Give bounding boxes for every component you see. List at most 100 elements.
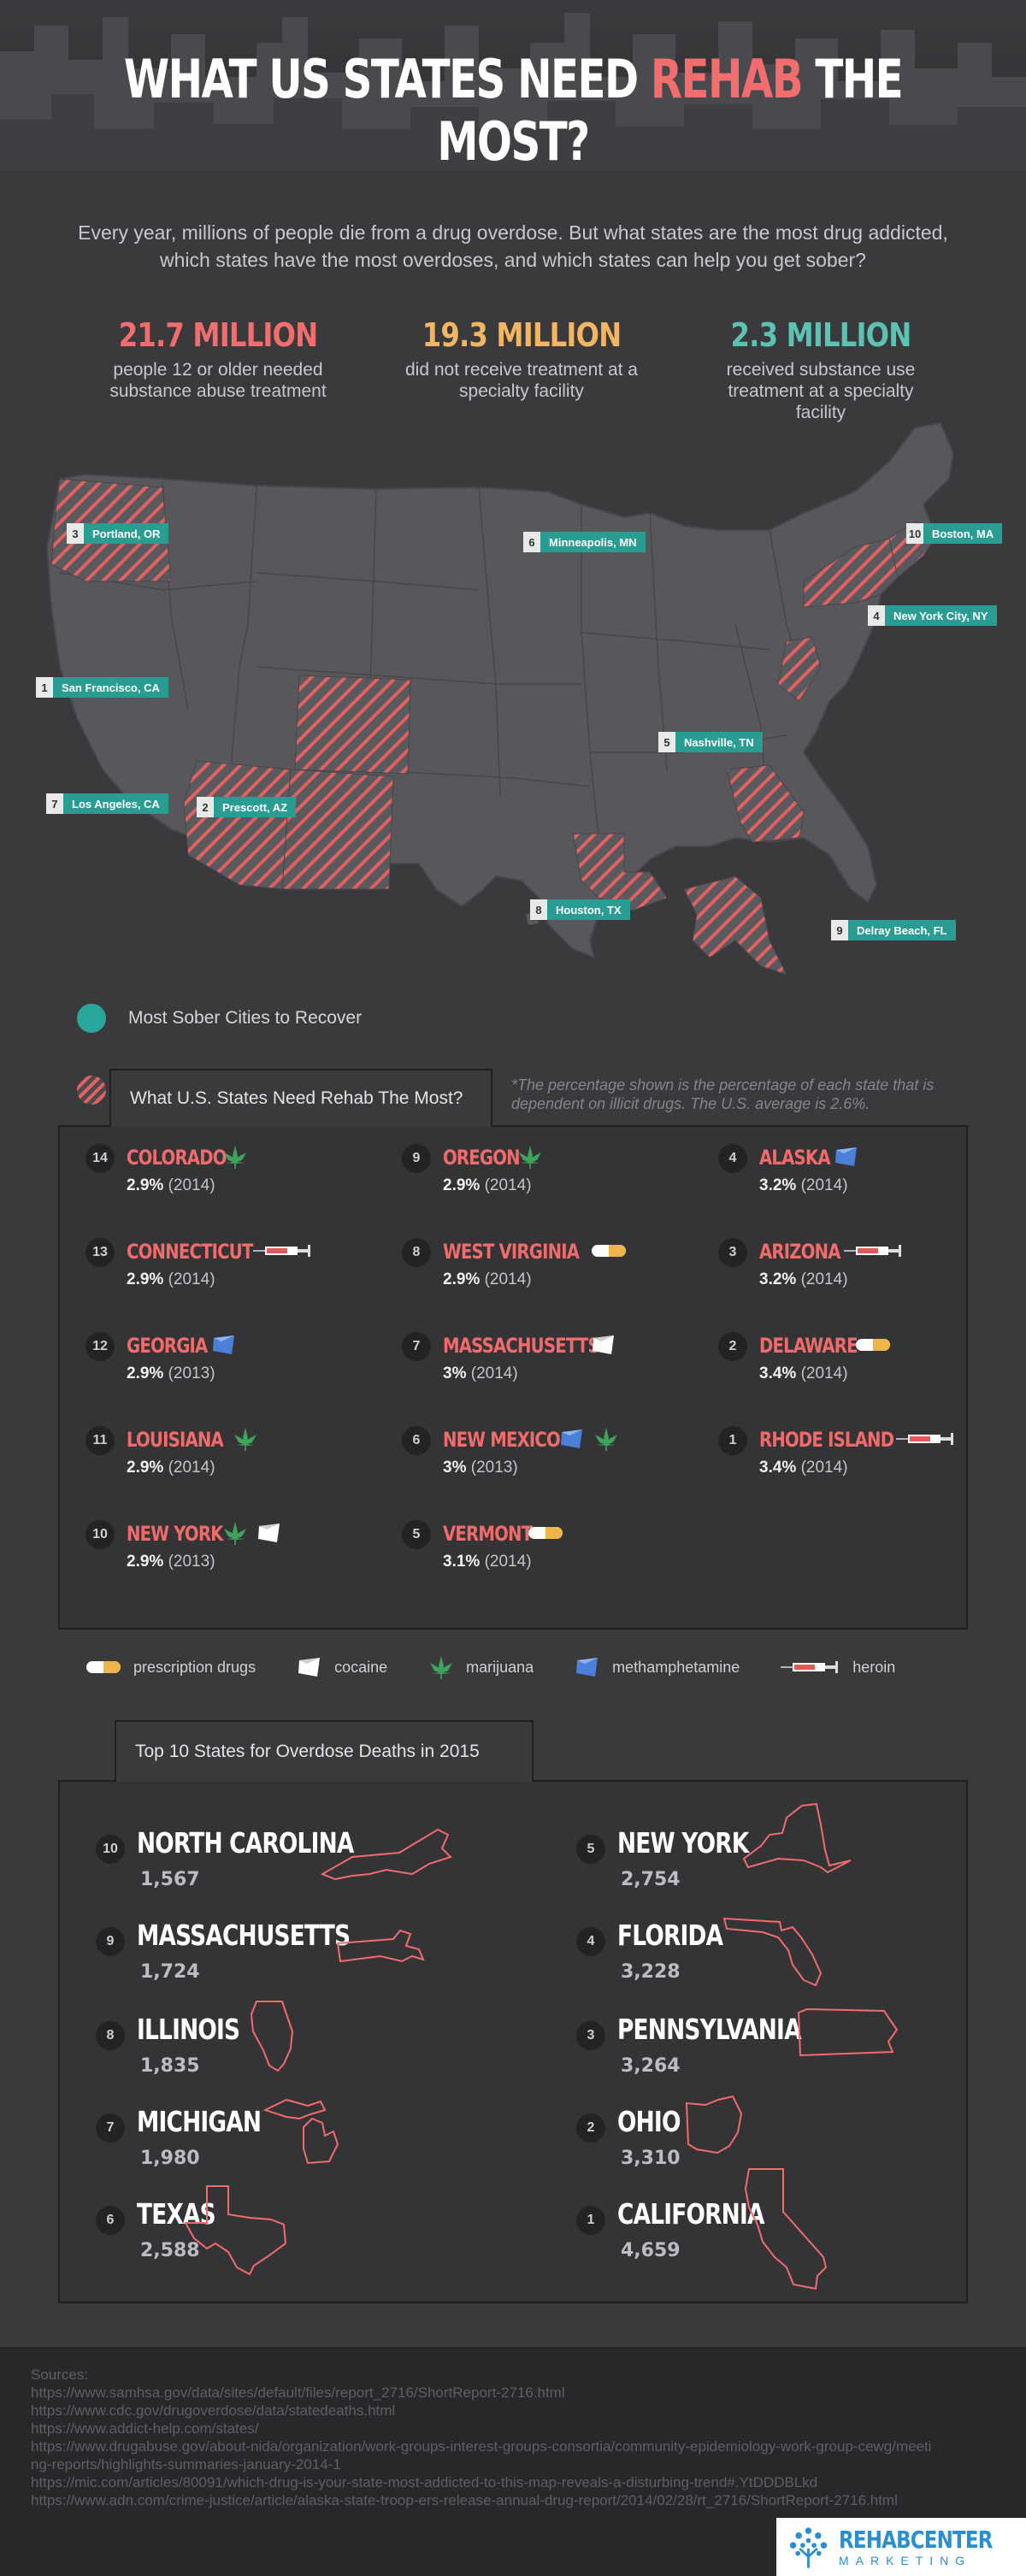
source-link[interactable]: https://www.addict-help.com/states/	[31, 2420, 259, 2437]
rehab-state-item: 7 MASSACHUSETTS 3% (2014)	[402, 1332, 693, 1392]
rank-badge: 8	[402, 1238, 431, 1267]
illinois-outline-icon	[248, 1997, 299, 2078]
louisiana-highlight	[572, 833, 668, 911]
methamphetamine-icon	[211, 1334, 237, 1360]
rank-badge: 9	[96, 1927, 125, 1956]
rehab-state-item: 11 LOUISIANA 2.9% (2014)	[86, 1426, 376, 1486]
drug-icons	[591, 1332, 616, 1361]
city-rank: 9	[831, 920, 848, 940]
logo-line2: MARKETING	[838, 2553, 972, 2567]
state-percentage: 3.1% (2014)	[443, 1553, 532, 1571]
death-count: 2,588	[140, 2240, 200, 2261]
rehab-state-item: 1 RHODE ISLAND 3.4% (2014)	[718, 1426, 1009, 1486]
rehab-states-tab: What U.S. States Need Rehab The Most?	[109, 1069, 492, 1127]
cocaine-icon	[591, 1334, 616, 1360]
drug-icons	[211, 1332, 237, 1361]
drug-icons	[222, 1144, 248, 1173]
city-label-new-york-city: 4 New York City, NY	[868, 605, 997, 626]
rank-badge: 4	[576, 1927, 605, 1956]
drug-icons	[222, 1520, 282, 1549]
methamphetamine-icon	[559, 1428, 585, 1454]
stat-label: received substance use treatment at a sp…	[726, 360, 916, 422]
cocaine-icon	[256, 1522, 282, 1548]
percentage-note: *The percentage shown is the percentage …	[511, 1076, 935, 1112]
state-name: MASSACHUSETTS	[137, 1919, 351, 1952]
overdose-item: 7 MICHIGAN 1,980	[96, 2103, 557, 2189]
source-link[interactable]: https://www.adn.com/crime-justice/articl…	[31, 2492, 898, 2508]
overdose-panel	[58, 1780, 968, 2303]
city-rank: 1	[36, 677, 53, 698]
state-name: MASSACHUSETTS	[443, 1334, 600, 1358]
city-rank: 10	[906, 523, 923, 544]
state-percentage: 2.9% (2014)	[127, 1176, 215, 1194]
overdose-item: 10 NORTH CAROLINA 1,567	[96, 1824, 557, 1910]
rank-badge: 7	[96, 2113, 125, 2143]
city-name: Prescott, AZ	[214, 797, 297, 817]
tree-logo-icon	[789, 2527, 828, 2568]
stat-value: 21.7 MILLION	[118, 316, 318, 354]
legend-methamphetamine: methamphetamine	[575, 1656, 740, 1678]
legend-rehab-states	[77, 1076, 128, 1105]
city-label-delray-beach: 9 Delray Beach, FL	[831, 920, 956, 940]
state-name: LOUISIANA	[127, 1428, 224, 1452]
rank-badge: 11	[86, 1426, 115, 1455]
rank-badge: 2	[718, 1332, 747, 1361]
prescription-icon	[591, 1244, 627, 1262]
pennsylvania-outline-icon	[790, 2004, 901, 2068]
page-title: WHAT US STATES NEED REHAB THE MOST?	[123, 48, 904, 171]
marijuana-icon	[517, 1144, 543, 1174]
rank-badge: 12	[86, 1332, 115, 1361]
state-name: ILLINOIS	[137, 2013, 240, 2046]
state-percentage: 2.9% (2014)	[443, 1270, 532, 1288]
rank-badge: 3	[718, 1238, 747, 1267]
source-link[interactable]: https://www.cdc.gov/drugoverdose/data/st…	[31, 2402, 396, 2419]
marijuana-icon	[222, 1520, 248, 1550]
marijuana-icon	[430, 1656, 453, 1679]
legend-marijuana: marijuana	[428, 1654, 534, 1680]
death-count: 3,264	[621, 2055, 681, 2077]
legend-prescription: prescription drugs	[86, 1659, 256, 1677]
state-percentage: 2.9% (2014)	[443, 1176, 532, 1194]
city-label-san-francisco: 1 San Francisco, CA	[36, 677, 168, 698]
city-label-boston: 10 Boston, MA	[906, 523, 1003, 544]
intro-text: Every year, millions of people die from …	[78, 221, 948, 271]
rehab-state-item: 6 NEW MEXICO 3% (2013)	[402, 1426, 693, 1486]
rank-badge: 6	[402, 1426, 431, 1455]
state-name: DELAWARE	[759, 1334, 858, 1358]
source-link[interactable]: https://mic.com/articles/80091/which-dru…	[31, 2474, 818, 2491]
overdose-item: 5 NEW YORK 2,754	[576, 1824, 1026, 1910]
state-percentage: 3.4% (2014)	[759, 1459, 848, 1477]
city-rank: 8	[530, 899, 547, 920]
city-name: Minneapolis, MN	[540, 532, 646, 552]
legend-label: prescription drugs	[133, 1658, 256, 1676]
state-name: FLORIDA	[617, 1919, 723, 1952]
city-name: Boston, MA	[923, 523, 1003, 544]
rehab-state-item: 14 COLORADO 2.9% (2014)	[86, 1144, 376, 1204]
death-count: 1,835	[140, 2055, 200, 2077]
drug-icons	[517, 1144, 543, 1173]
overdose-item: 3 PENNSYLVANIA 3,264	[576, 2011, 1026, 2096]
city-rank: 6	[523, 532, 540, 552]
us-map	[45, 421, 955, 976]
state-percentage: 3% (2013)	[443, 1459, 518, 1477]
rank-badge: 13	[86, 1238, 115, 1267]
overdose-item: 6 TEXAS 2,588	[96, 2196, 557, 2281]
city-label-houston: 8 Houston, TX	[530, 899, 630, 920]
state-name: WEST VIRGINIA	[443, 1240, 580, 1264]
rehab-state-item: 12 GEORGIA 2.9% (2013)	[86, 1332, 376, 1392]
florida-outline-icon	[720, 1912, 831, 1993]
rehab-state-item: 3 ARIZONA 3.2% (2014)	[718, 1238, 1009, 1298]
drug-icons	[844, 1238, 905, 1267]
us-outline	[45, 421, 955, 959]
city-rank: 2	[197, 797, 214, 817]
texas-outline-icon	[181, 2182, 292, 2280]
source-link[interactable]: https://www.samhsa.gov/data/sites/defaul…	[31, 2384, 565, 2401]
state-name: PENNSYLVANIA	[617, 2013, 802, 2046]
state-percentage: 2.9% (2013)	[127, 1365, 215, 1382]
rank-badge: 7	[402, 1332, 431, 1361]
city-label-nashville: 5 Nashville, TN	[658, 732, 763, 752]
source-link[interactable]: https://www.drugabuse.gov/about-nida/org…	[31, 2438, 932, 2473]
state-percentage: 3.4% (2014)	[759, 1365, 848, 1382]
methamphetamine-icon	[576, 1658, 598, 1677]
rank-badge: 10	[96, 1835, 125, 1864]
